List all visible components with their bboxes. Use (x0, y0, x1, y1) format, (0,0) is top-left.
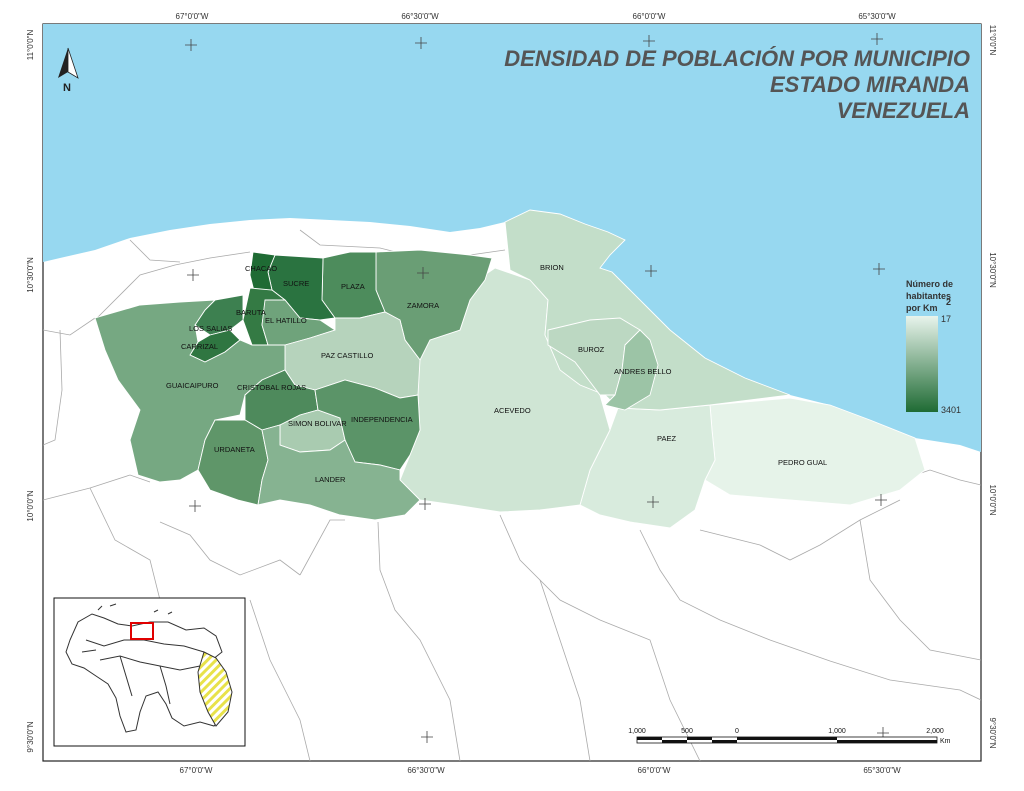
coord-top-2: 66°0'0"W (633, 12, 666, 21)
municipality-lander[interactable] (257, 424, 421, 521)
map-title: DENSIDAD DE POBLACIÓN POR MUNICIPIO ESTA… (504, 46, 970, 123)
legend-min-label: 3401 (941, 405, 961, 415)
label-independencia: INDEPENDENCIA (351, 415, 413, 424)
coord-bottom-2: 66°0'0"W (638, 766, 671, 775)
coord-right-3: 9°30'0"N (988, 717, 997, 748)
municipality-independencia[interactable] (314, 379, 421, 471)
coord-top-3: 65°30'0"W (858, 12, 896, 21)
label-baruta: BARUTA (236, 308, 266, 317)
coord-top-0: 67°0'0"W (176, 12, 209, 21)
legend-title-1: Número de (906, 279, 953, 289)
legend-color-ramp (906, 316, 938, 412)
label-buroz: BUROZ (578, 345, 605, 354)
scale-label-4: 2,000 (926, 728, 944, 735)
coord-left-0: 11°0'0"N (26, 30, 35, 61)
legend-title-2: habitantes (906, 291, 951, 301)
coord-right-2: 10°0'0"N (988, 484, 997, 515)
label-chacao: CHACAO (245, 264, 277, 273)
title-line-1: DENSIDAD DE POBLACIÓN POR MUNICIPIO (504, 46, 970, 71)
graticule-labels: 67°0'0"W 66°30'0"W 66°0'0"W 65°30'0"W 67… (26, 12, 997, 775)
municipality-andres-bello[interactable] (604, 329, 659, 411)
label-carrizal: CARRIZAL (181, 342, 218, 351)
label-lander: LANDER (315, 475, 346, 484)
caribbean-sea (43, 24, 981, 452)
title-line-2: ESTADO MIRANDA (770, 72, 970, 97)
coord-top-1: 66°30'0"W (401, 12, 439, 21)
scale-label-0: 1,000 (628, 728, 646, 735)
scale-bar: 1,000 500 0 1,000 2,000 Km (628, 728, 950, 745)
title-line-3: VENEZUELA (837, 98, 970, 123)
label-guaicaipuro: GUAICAIPURO (166, 381, 219, 390)
neighbor-borders (43, 229, 981, 761)
label-urdaneta: URDANETA (214, 445, 255, 454)
label-el-hatillo: EL HATILLO (265, 316, 307, 325)
label-pedro-gual: PEDRO GUAL (778, 458, 827, 467)
coord-left-2: 10°0'0"N (26, 490, 35, 521)
label-acevedo: ACEVEDO (494, 406, 531, 415)
coord-bottom-0: 67°0'0"W (180, 766, 213, 775)
north-label: N (63, 82, 71, 94)
legend-title-3: por Km (906, 303, 938, 313)
legend-max-label: 17 (941, 314, 951, 324)
scale-label-2: 0 (735, 728, 739, 735)
label-simon-bolivar: SIMON BOLIVAR (288, 419, 347, 428)
label-los-salias: LOS SALIAS (189, 324, 232, 333)
municipality-labels: CHACAO SUCRE PLAZA ZAMORA BRION BARUTA E… (166, 263, 827, 484)
label-zamora: ZAMORA (407, 301, 439, 310)
legend: Número de habitantes por Km 2 17 3401 (906, 279, 961, 415)
label-brion: BRION (540, 263, 564, 272)
north-arrow: N (58, 47, 79, 94)
graticule-crosses (185, 33, 889, 743)
inset-hatched-area (197, 651, 233, 727)
scale-unit: Km (940, 738, 951, 745)
legend-title-sup: 2 (946, 297, 951, 307)
label-paez: PAEZ (657, 434, 676, 443)
label-paz-castillo: PAZ CASTILLO (321, 351, 374, 360)
coord-bottom-3: 65°30'0"W (863, 766, 901, 775)
label-sucre: SUCRE (283, 279, 309, 288)
label-cristobal-rojas: CRISTOBAL ROJAS (237, 383, 306, 392)
coord-bottom-1: 66°30'0"W (407, 766, 445, 775)
north-arrow-icon (58, 48, 68, 78)
coord-right-1: 10°30'0"N (988, 252, 997, 288)
municipalities (94, 209, 926, 529)
inset-miranda-highlight (130, 622, 154, 640)
inset-map (53, 597, 246, 747)
scale-label-3: 1,000 (828, 728, 846, 735)
label-andres-bello: ANDRES BELLO (614, 367, 672, 376)
coord-left-1: 10°30'0"N (26, 257, 35, 293)
scale-label-1: 500 (681, 728, 693, 735)
coord-left-3: 9°30'0"N (26, 721, 35, 752)
label-plaza: PLAZA (341, 282, 365, 291)
coord-right-0: 11°0'0"N (988, 25, 997, 56)
